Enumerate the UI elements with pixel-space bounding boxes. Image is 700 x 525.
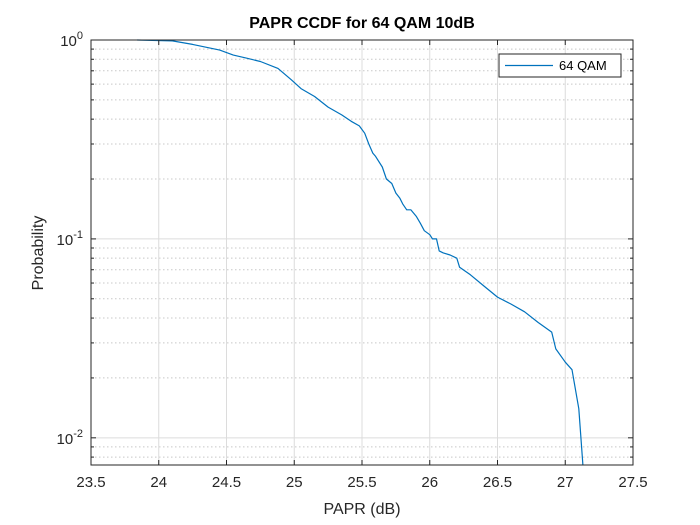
legend-label: 64 QAM bbox=[559, 58, 607, 73]
x-tick-label: 24.5 bbox=[212, 474, 241, 491]
x-tick-label: 25 bbox=[286, 474, 303, 491]
x-tick-label: 25.5 bbox=[347, 474, 376, 491]
legend: 64 QAM bbox=[498, 53, 622, 78]
y-axis-label: Probability bbox=[30, 216, 47, 291]
x-tick-label: 23.5 bbox=[76, 474, 105, 491]
y-tick-labels: 100 10-1 10-2 bbox=[57, 30, 83, 448]
legend-box bbox=[498, 53, 622, 78]
x-tick-label: 27 bbox=[557, 474, 574, 491]
x-tick-labels: 23.5 24 24.5 25 25.5 26 26.5 27 27.5 bbox=[76, 474, 647, 491]
y-tick-label: 10-1 bbox=[57, 229, 83, 249]
x-axis-label: PAPR (dB) bbox=[323, 501, 400, 518]
y-tick-label: 10-2 bbox=[57, 428, 83, 448]
tick-marks bbox=[90, 39, 634, 465]
chart-title: PAPR CCDF for 64 QAM 10dB bbox=[249, 15, 475, 32]
series-layer bbox=[137, 39, 584, 466]
y-tick-label: 100 bbox=[60, 30, 83, 50]
x-tick-label: 26.5 bbox=[483, 474, 512, 491]
x-tick-label: 27.5 bbox=[618, 474, 647, 491]
series-line bbox=[137, 39, 584, 466]
x-tick-label: 24 bbox=[150, 474, 167, 491]
x-tick-label: 26 bbox=[421, 474, 438, 491]
